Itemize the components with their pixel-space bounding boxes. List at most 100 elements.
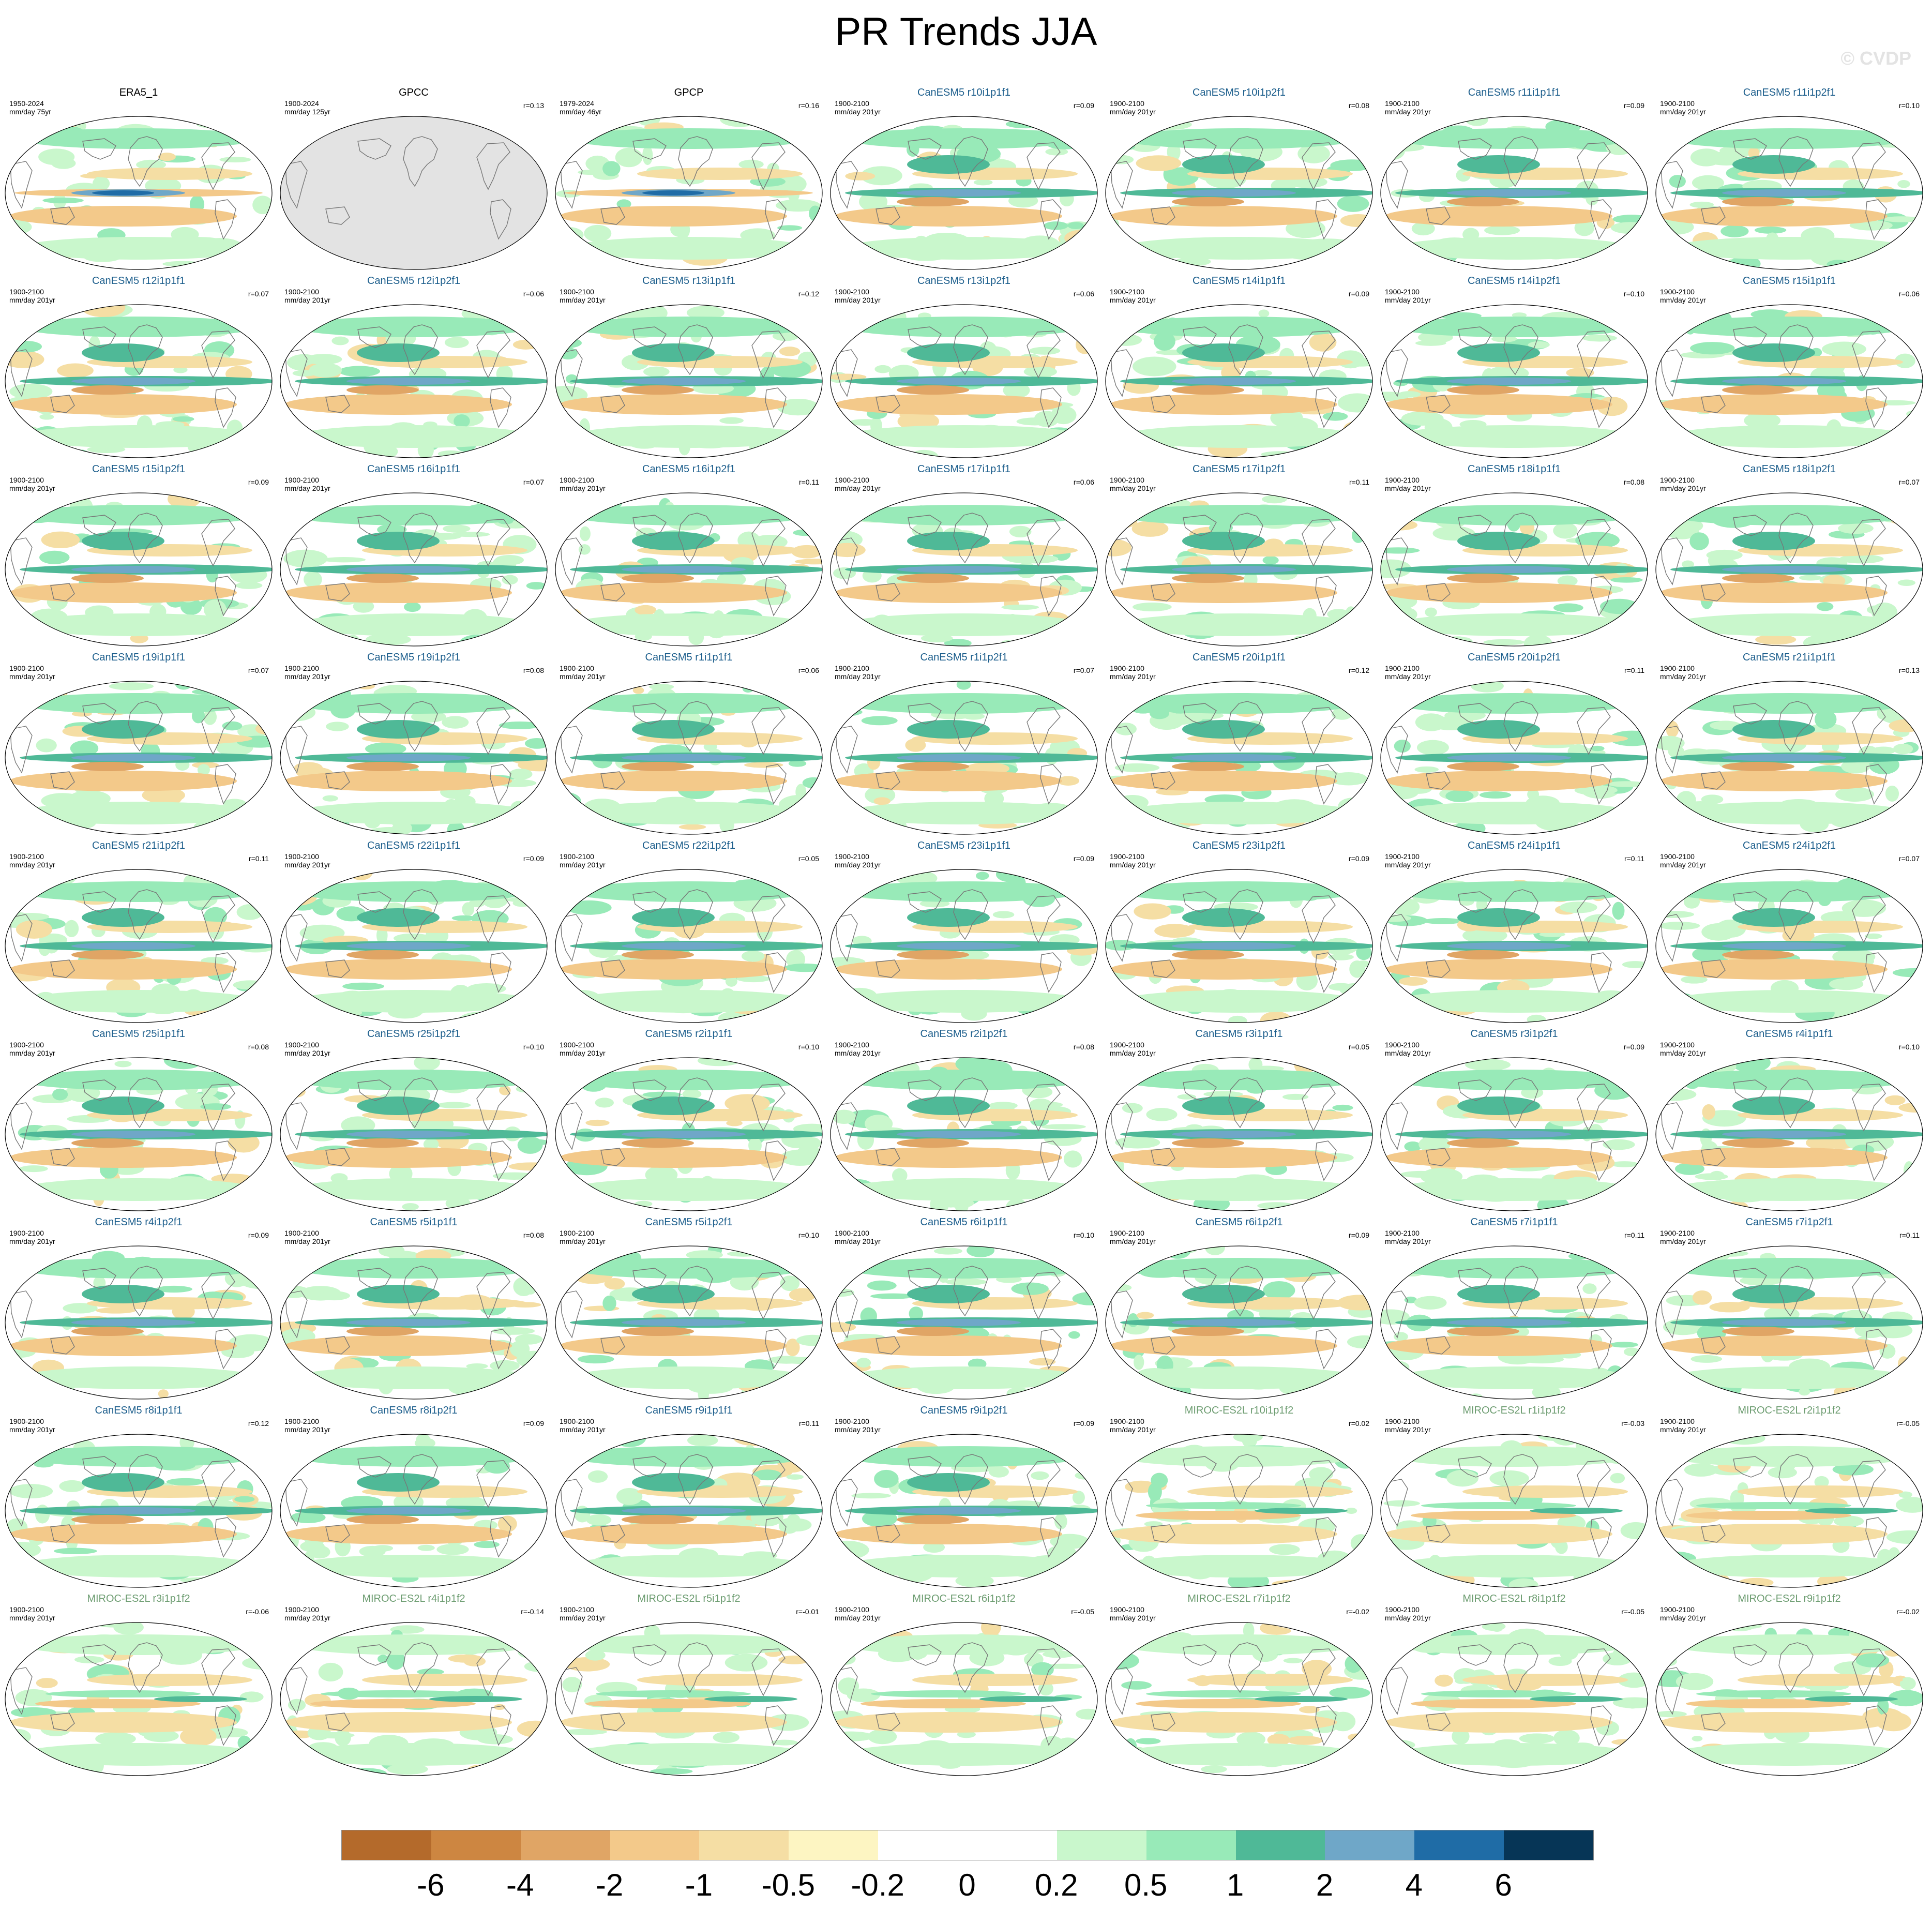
panel-pattern-correlation: r=0.09	[1623, 101, 1644, 110]
panel-title: CanESM5 r4i1p1f1	[1745, 1028, 1833, 1040]
panel-title: MIROC-ES2L r5i1p1f2	[637, 1593, 741, 1604]
panel-pattern-correlation: r=-0.01	[796, 1607, 819, 1616]
panel-units: mm/day 201yr	[1660, 1425, 1706, 1434]
panel-pattern-correlation: r=0.13	[523, 101, 544, 110]
panel-period: 1900-2100	[835, 664, 869, 672]
panel-period: 1900-2100	[560, 476, 594, 484]
panel-title: CanESM5 r3i1p2f1	[1470, 1028, 1558, 1040]
panel-pattern-correlation: r=0.12	[1348, 666, 1369, 674]
colorbar-tick-label: -2	[595, 1868, 624, 1902]
map-plot	[5, 304, 273, 458]
panel-pattern-correlation: r=0.09	[1073, 101, 1094, 110]
map-plot	[1655, 681, 1923, 835]
panel-title: CanESM5 r17i1p2f1	[1192, 463, 1286, 475]
map-plot	[555, 1245, 823, 1400]
panel-title: MIROC-ES2L r1i1p1f2	[1462, 1405, 1566, 1416]
map-panel: CanESM5 r11i1p2f1 1900-2100 mm/day 201yr r=…	[1652, 87, 1927, 276]
panel-units: mm/day 201yr	[284, 1425, 330, 1434]
colorbar-tick-label: -4	[506, 1868, 534, 1902]
panel-pattern-correlation: r=0.06	[1073, 478, 1094, 486]
panel-period: 1900-2100	[1660, 476, 1695, 484]
map-plot	[1105, 1245, 1373, 1400]
panel-units: mm/day 201yr	[1385, 108, 1431, 116]
map-plot	[1105, 1434, 1373, 1588]
map-panel: MIROC-ES2L r7i1p1f2 1900-2100 mm/day 201yr…	[1101, 1593, 1377, 1782]
map-plot	[830, 492, 1098, 647]
panel-units: mm/day 201yr	[9, 672, 55, 681]
panel-pattern-correlation: r=0.08	[523, 666, 544, 674]
panel-pattern-correlation: r=0.07	[1898, 478, 1920, 486]
panel-pattern-correlation: r=0.10	[1073, 1231, 1094, 1239]
panel-title: MIROC-ES2L r6i1p1f2	[912, 1593, 1016, 1604]
map-panel: CanESM5 r20i1p2f1 1900-2100 mm/day 201yr r=…	[1377, 652, 1652, 840]
map-panel: GPCC 1900-2024 mm/day 125yr r=0.13	[276, 87, 551, 276]
panel-pattern-correlation: r=0.11	[1624, 666, 1644, 674]
map-panel-grid: ERA5_1 1950-2024 mm/day 75yr GPCC 1900-2024 m…	[1, 87, 1927, 1782]
map-plot	[1380, 869, 1648, 1023]
panel-units: mm/day 201yr	[560, 1614, 606, 1622]
panel-units: mm/day 201yr	[560, 1425, 606, 1434]
panel-units: mm/day 201yr	[835, 672, 881, 681]
map-panel: CanESM5 r8i1p2f1 1900-2100 mm/day 201yr r=0…	[276, 1405, 551, 1594]
panel-period: 1900-2100	[9, 476, 44, 484]
panel-period: 1900-2100	[1110, 1229, 1144, 1237]
panel-period: 1979-2024	[560, 99, 594, 108]
map-plot	[5, 116, 273, 270]
panel-units: mm/day 201yr	[1110, 484, 1156, 492]
map-plot	[280, 304, 548, 458]
panel-units: mm/day 201yr	[284, 861, 330, 869]
colorbar-cell	[610, 1830, 700, 1860]
panel-title: MIROC-ES2L r7i1p1f2	[1187, 1593, 1291, 1604]
panel-pattern-correlation: r=-0.05	[1621, 1607, 1644, 1616]
panel-period: 1900-2100	[1385, 99, 1420, 108]
panel-title: CanESM5 r1i1p2f1	[920, 652, 1008, 663]
map-panel: CanESM5 r8i1p1f1 1900-2100 mm/day 201yr r=0…	[1, 1405, 276, 1594]
panel-period: 1900-2100	[560, 1605, 594, 1614]
panel-pattern-correlation: r=-0.05	[1071, 1607, 1094, 1616]
panel-pattern-correlation: r=0.09	[1073, 1419, 1094, 1428]
panel-period: 1900-2100	[835, 1229, 869, 1237]
panel-period: 1900-2100	[9, 852, 44, 861]
map-plot	[1105, 116, 1373, 270]
panel-units: mm/day 201yr	[835, 296, 881, 304]
panel-pattern-correlation: r=0.08	[1623, 478, 1644, 486]
map-plot	[1380, 1622, 1648, 1776]
panel-units: mm/day 201yr	[284, 1237, 330, 1245]
map-panel: CanESM5 r25i1p2f1 1900-2100 mm/day 201yr r=…	[276, 1028, 551, 1217]
panel-pattern-correlation: r=0.05	[798, 854, 819, 863]
panel-title: CanESM5 r23i1p1f1	[917, 840, 1011, 851]
map-plot	[555, 492, 823, 647]
map-panel: CanESM5 r6i1p1f1 1900-2100 mm/day 201yr r=0…	[826, 1216, 1101, 1405]
panel-units: mm/day 201yr	[284, 484, 330, 492]
panel-title: CanESM5 r21i1p2f1	[92, 840, 186, 851]
map-plot	[830, 681, 1098, 835]
panel-units: mm/day 201yr	[1660, 108, 1706, 116]
map-plot	[1380, 304, 1648, 458]
map-panel: CanESM5 r2i1p1f1 1900-2100 mm/day 201yr r=0…	[551, 1028, 826, 1217]
panel-units: mm/day 201yr	[9, 1237, 55, 1245]
panel-units: mm/day 201yr	[1385, 484, 1431, 492]
colorbar-tick-label: 2	[1316, 1868, 1334, 1902]
map-panel: CanESM5 r6i1p2f1 1900-2100 mm/day 201yr r=0…	[1101, 1216, 1377, 1405]
panel-title: CanESM5 r20i1p2f1	[1467, 652, 1561, 663]
panel-period: 1900-2100	[9, 664, 44, 672]
map-plot	[280, 869, 548, 1023]
panel-units: mm/day 201yr	[1110, 1614, 1156, 1622]
map-plot	[280, 1057, 548, 1211]
panel-period: 1900-2100	[1385, 288, 1420, 296]
panel-title: CanESM5 r14i1p2f1	[1467, 275, 1561, 287]
panel-pattern-correlation: r=0.07	[1898, 854, 1920, 863]
panel-pattern-correlation: r=0.06	[1898, 290, 1920, 298]
panel-period: 1900-2100	[560, 288, 594, 296]
panel-title: CanESM5 r21i1p1f1	[1742, 652, 1836, 663]
panel-units: mm/day 201yr	[1110, 1425, 1156, 1434]
panel-title: CanESM5 r9i1p2f1	[920, 1405, 1008, 1416]
panel-title: CanESM5 r8i1p1f1	[95, 1405, 183, 1416]
panel-units: mm/day 201yr	[1385, 296, 1431, 304]
map-plot	[5, 681, 273, 835]
map-plot	[280, 1434, 548, 1588]
panel-period: 1900-2100	[1110, 664, 1144, 672]
map-panel: CanESM5 r3i1p1f1 1900-2100 mm/day 201yr r=0…	[1101, 1028, 1377, 1217]
colorbar	[341, 1830, 1594, 1860]
panel-period: 1900-2100	[1110, 852, 1144, 861]
